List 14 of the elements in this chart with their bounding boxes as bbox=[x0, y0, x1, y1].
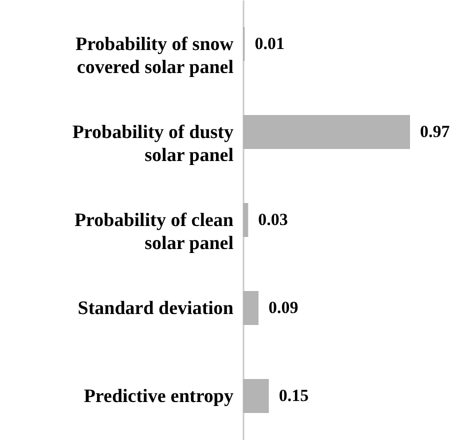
bar bbox=[243, 203, 248, 237]
bar bbox=[243, 115, 410, 149]
data-label: 0.97 bbox=[420, 122, 450, 141]
bar bbox=[243, 291, 258, 325]
y-tick-label: Probability of snow covered solar panel bbox=[75, 34, 234, 78]
data-label: 0.15 bbox=[278, 386, 309, 405]
bar bbox=[243, 379, 269, 413]
y-tick-label: Probability of clean solar panel bbox=[74, 210, 234, 254]
y-tick-label: Probability of dusty solar panel bbox=[72, 122, 234, 166]
data-label: 0.09 bbox=[268, 298, 298, 317]
y-tick-label: Predictive entropy bbox=[84, 386, 234, 407]
data-label: 0.03 bbox=[258, 210, 288, 229]
data-label: 0.01 bbox=[254, 34, 284, 53]
y-tick-label: Standard deviation bbox=[78, 298, 234, 319]
